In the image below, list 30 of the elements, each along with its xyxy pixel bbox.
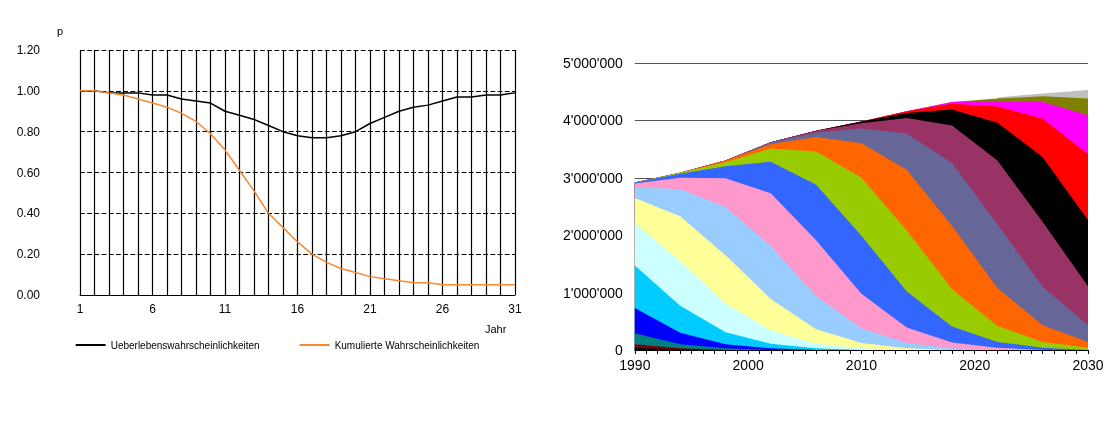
y-tick-label: 4'000'000 xyxy=(562,112,624,129)
x-tick-label: 16 xyxy=(290,302,305,316)
y-tick-label: 5'000'000 xyxy=(562,55,624,71)
y-tick-label: 0.60 xyxy=(16,165,41,180)
y-tick-label: 0.40 xyxy=(16,206,41,221)
y-tick-label: 1.20 xyxy=(16,43,41,57)
x-axis-title: Jahr xyxy=(485,322,507,335)
legend-label: Ueberlebenswahrscheinlichkeiten xyxy=(110,339,260,351)
x-tick-label: 26 xyxy=(435,302,450,316)
x-tick-label: 2020 xyxy=(959,357,991,373)
x-tick-label: 2010 xyxy=(845,357,878,373)
legend-label: Kumulierte Wahrscheinlichkeiten xyxy=(334,339,480,351)
y-tick-label: 0 xyxy=(615,342,624,358)
y-axis-title: p xyxy=(56,24,64,37)
x-tick-label: 21 xyxy=(363,302,377,316)
y-tick-label: 0.20 xyxy=(16,247,41,262)
x-tick-label: 1 xyxy=(76,302,84,316)
y-tick-label: 1'000'000 xyxy=(562,284,624,301)
x-tick-label: 31 xyxy=(508,302,522,316)
y-tick-label: 3'000'000 xyxy=(562,169,624,186)
y-tick-label: 1.00 xyxy=(16,83,41,98)
line-series xyxy=(79,90,516,286)
y-tick-label: 0.00 xyxy=(16,288,41,302)
y-tick-label: 0.80 xyxy=(16,124,41,139)
x-tick-label: 6 xyxy=(149,302,157,316)
y-tick-label: 2'000'000 xyxy=(562,227,624,244)
x-tick-label: 2030 xyxy=(1072,357,1104,373)
x-tick-label: 2000 xyxy=(732,357,764,373)
x-tick-label: 11 xyxy=(218,302,232,316)
x-tick-label: 1990 xyxy=(619,357,651,373)
